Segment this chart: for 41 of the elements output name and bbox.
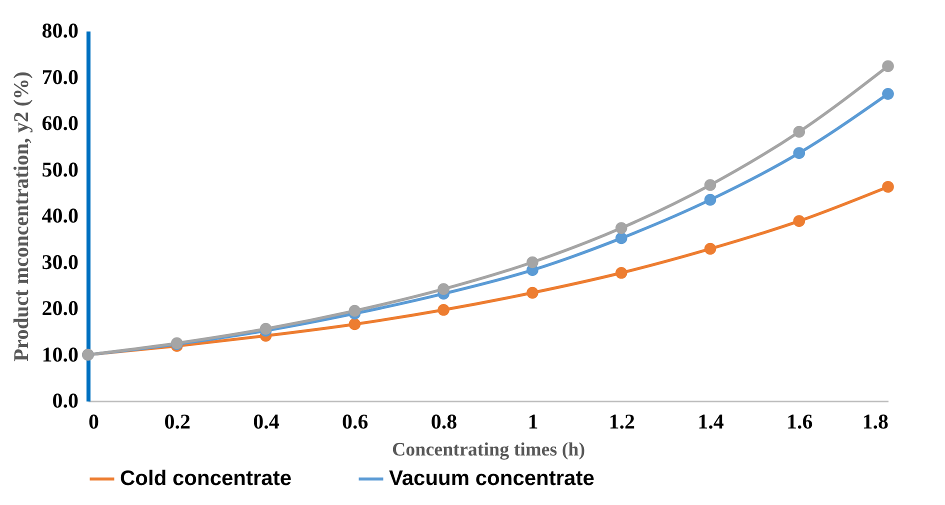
x-tick-label: 1.8 bbox=[862, 410, 888, 434]
point bbox=[793, 215, 806, 227]
point bbox=[438, 283, 450, 295]
point bbox=[882, 180, 894, 193]
y-tick-label: 30.0 bbox=[42, 250, 78, 274]
y-tick-label: 10.0 bbox=[42, 342, 78, 366]
point bbox=[882, 88, 894, 100]
legend-label: Vacuum concentrate bbox=[389, 467, 594, 490]
point bbox=[793, 126, 806, 138]
point bbox=[704, 242, 716, 255]
y-tick-label: 0.0 bbox=[52, 388, 78, 412]
x-tick-label: 0.2 bbox=[164, 410, 191, 434]
point bbox=[793, 147, 806, 160]
point bbox=[526, 286, 538, 299]
y-tick-label: 80.0 bbox=[42, 18, 78, 42]
point bbox=[348, 318, 361, 330]
x-tick-label: 1.2 bbox=[608, 410, 635, 434]
point bbox=[615, 222, 628, 234]
x-tick-label: 0.4 bbox=[253, 410, 280, 434]
point bbox=[704, 179, 716, 191]
y-tick-label: 20.0 bbox=[42, 296, 78, 320]
y-tick-label: 70.0 bbox=[42, 64, 78, 89]
x-tick-label: 0.8 bbox=[430, 410, 458, 434]
point bbox=[348, 304, 361, 317]
x-tick-label: 1.6 bbox=[786, 410, 813, 434]
x-tick-label: 1.4 bbox=[698, 410, 724, 434]
y-tick-label: 60.0 bbox=[42, 111, 78, 135]
point bbox=[615, 266, 628, 279]
y-tick-label: 40.0 bbox=[42, 204, 78, 228]
point bbox=[615, 232, 628, 244]
point bbox=[882, 60, 894, 72]
x-axis-title: Concentrating times (h) bbox=[392, 440, 586, 460]
point bbox=[526, 256, 538, 268]
y-axis-title: Product mconcentration, y2 (%) bbox=[8, 71, 33, 362]
legend-label: Cold concentrate bbox=[120, 467, 292, 490]
x-tick-label: 0 bbox=[88, 410, 99, 434]
y-tick-label: 50.0 bbox=[42, 157, 78, 182]
point bbox=[704, 194, 716, 206]
x-tick-label: 1 bbox=[528, 410, 538, 434]
x-tick-label: 0.6 bbox=[342, 410, 368, 434]
point bbox=[438, 304, 450, 316]
